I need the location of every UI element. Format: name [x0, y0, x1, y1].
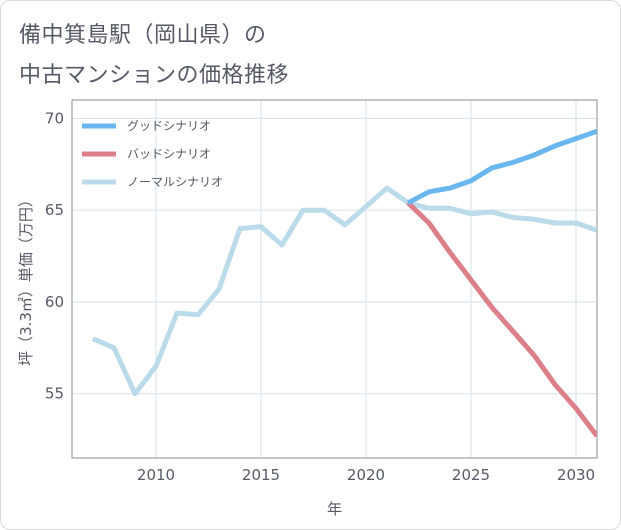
page-title-line-1: 備中箕島駅（岡山県）の: [19, 23, 267, 48]
plot-border: [71, 99, 598, 459]
y-tick-label: 70: [45, 109, 64, 127]
series-line-2: [92, 185, 597, 397]
plot-frame: [71, 99, 598, 459]
series-line-0: [406, 128, 597, 206]
y-tick-label: 60: [45, 293, 64, 311]
x-axis-ticks: 2010 2015 2020 2025 2030: [137, 466, 595, 484]
page-title-line-2: 中古マンションの価格推移: [19, 63, 290, 88]
series-layer: [92, 128, 597, 438]
x-tick-label: 2030: [557, 466, 595, 484]
y-axis-ticks: 55 60 65 70: [45, 109, 64, 402]
x-tick-label: 2015: [242, 466, 280, 484]
grid-lines: [72, 100, 597, 458]
legend-label-1: バッドシナリオ: [127, 147, 211, 161]
series-line-1: [406, 200, 597, 438]
plot-area: [72, 100, 597, 458]
legend-label-0: グッドシナリオ: [127, 119, 211, 133]
x-tick-label: 2025: [452, 466, 490, 484]
y-tick-label: 65: [45, 201, 64, 219]
x-axis-label: 年: [327, 500, 342, 518]
x-tick-label: 2010: [137, 466, 175, 484]
x-tick-label: 2020: [347, 466, 385, 484]
y-axis-label: 坪（3.3㎡）単価（万円）: [17, 192, 35, 366]
legend-label-2: ノーマルシナリオ: [127, 175, 223, 189]
y-tick-label: 55: [45, 385, 64, 403]
